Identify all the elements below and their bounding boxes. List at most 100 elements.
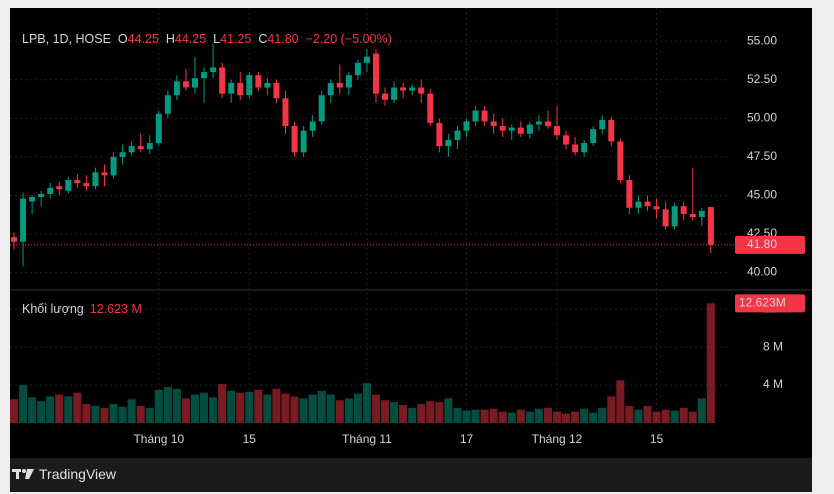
volume-bar [399, 404, 408, 423]
candle-body [128, 146, 135, 153]
ohlc-label: C [258, 32, 268, 46]
candle-body [535, 121, 542, 125]
volume-bar [408, 407, 417, 423]
candle-body [472, 110, 479, 122]
candle-body [345, 75, 352, 88]
candle-body [689, 213, 696, 218]
candle-body [517, 127, 524, 134]
candle-body [481, 110, 488, 122]
candle-body [373, 53, 379, 94]
volume-bar [245, 391, 254, 423]
legend-header: LPB, 1D, HOSE O44.25 H44.25 L41.25 C41.8… [22, 32, 392, 46]
candle-body [29, 197, 36, 202]
volume-bar [371, 394, 381, 423]
candle-body [409, 87, 416, 91]
x-tick-label: Tháng 10 [133, 432, 184, 446]
candle-body [382, 93, 389, 100]
volume-bar [172, 388, 181, 423]
candle-body [137, 146, 144, 150]
candle-body [490, 121, 497, 127]
candle-body [291, 126, 298, 153]
ohlc-label: H [165, 32, 175, 46]
volume-bar [181, 398, 190, 423]
candle-body [219, 67, 226, 94]
candle-body [327, 82, 334, 96]
candle-body [83, 183, 90, 187]
candle-body [499, 126, 506, 131]
volume-bar [218, 384, 227, 423]
x-tick-label: Tháng 12 [532, 432, 583, 446]
ohlc-label: L [213, 32, 221, 46]
candle-body [608, 119, 615, 142]
volume-bar [444, 398, 453, 423]
candle-body [110, 156, 117, 176]
volume-title: Khối lượng [22, 302, 84, 316]
candle-body [164, 95, 171, 114]
symbol: LPB, 1D, HOSE [22, 32, 111, 46]
candle-body [173, 81, 180, 96]
x-tick-label: Tháng 11 [342, 432, 392, 446]
y-tick-label: 45.00 [747, 188, 777, 202]
candle-body [599, 119, 606, 130]
candle-body [363, 56, 370, 63]
candle-body [228, 82, 235, 94]
candle-body [201, 72, 208, 79]
volume-bar [272, 388, 281, 423]
ohlc-value: 41.25 [220, 32, 252, 46]
volume-bar [200, 392, 209, 423]
candle-body [508, 127, 515, 131]
candle-body [38, 193, 45, 197]
candle-body [626, 180, 633, 208]
volume-bar [308, 394, 317, 423]
volume-bar [281, 393, 290, 423]
volume-bar [462, 410, 471, 423]
volume-bar [625, 405, 634, 423]
candle-body [119, 152, 126, 157]
candle-body [92, 172, 99, 187]
volume-bar [697, 398, 706, 423]
candle-body [445, 139, 452, 147]
volume-bar [118, 406, 127, 423]
candle-body [47, 187, 54, 194]
x-tick-label: 15 [650, 432, 664, 446]
volume-bar [381, 400, 390, 423]
volume-bar [580, 408, 589, 423]
volume-bar [73, 392, 82, 423]
volume-bar [263, 394, 272, 423]
candle-body [635, 201, 642, 208]
candle-body [544, 121, 551, 127]
volume-bar [353, 393, 362, 423]
ohlc-value: 44.25 [174, 32, 207, 46]
candle-body [264, 82, 271, 88]
volume-header: Khối lượng 12.623 M [22, 302, 142, 316]
candle-body [246, 75, 253, 96]
volume-bar [670, 410, 679, 423]
candle-body [74, 180, 81, 184]
volume-tick-label: 8 M [763, 339, 783, 353]
volume-bar [55, 394, 64, 423]
candle-body [309, 121, 316, 131]
y-tick-label: 40.00 [747, 265, 777, 279]
volume-bar [136, 405, 145, 423]
candle-body [300, 130, 307, 153]
chart-background [10, 8, 812, 458]
candle-body [463, 121, 470, 131]
candle-body [273, 82, 280, 99]
candle-body [427, 93, 434, 123]
volume-bar [688, 411, 697, 423]
volume-bar [19, 385, 28, 423]
ohlc-value: 44.25 [127, 32, 159, 46]
candle-body [644, 201, 651, 207]
volume-bar [326, 394, 335, 423]
volume-bar [82, 404, 91, 423]
volume-tick-label: 4 M [763, 377, 783, 391]
volume-bar [480, 409, 489, 423]
ohlc-label: O [117, 32, 128, 46]
volume-bar [335, 400, 344, 423]
change: −2.20 (−5.00%) [305, 32, 392, 46]
candle-body [282, 98, 289, 127]
y-tick-label: 52.50 [747, 72, 777, 86]
candle-body [101, 172, 108, 176]
candle-body [210, 67, 217, 73]
